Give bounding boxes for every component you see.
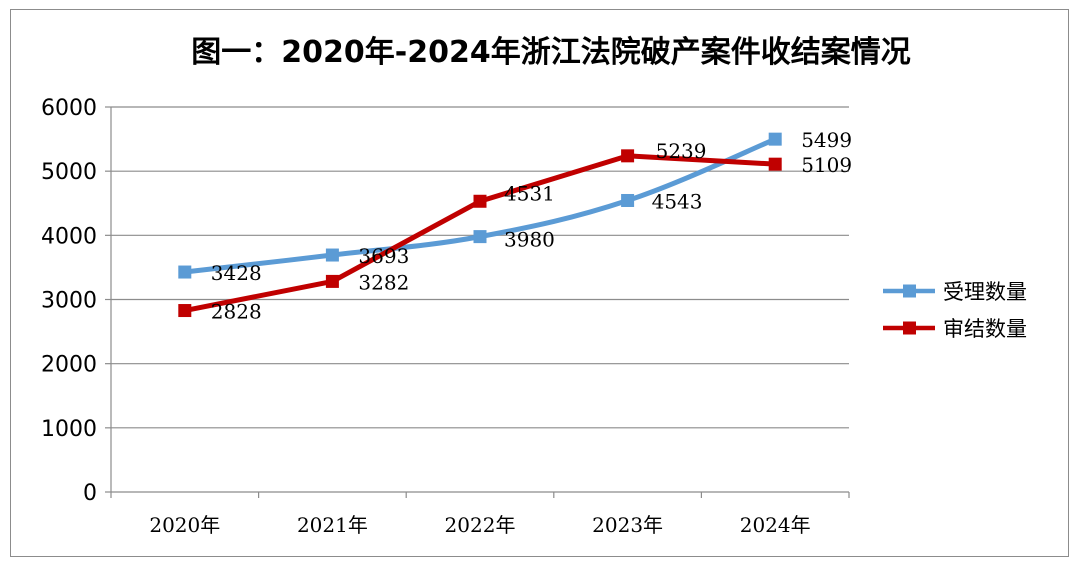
y-tick-label: 2000	[41, 353, 97, 378]
series-lines	[178, 132, 782, 318]
data-label: 3428	[211, 261, 262, 285]
data-label: 2828	[211, 300, 262, 324]
data-label: 3282	[358, 270, 409, 294]
y-tick-label: 6000	[41, 96, 97, 121]
data-label: 4543	[652, 189, 703, 213]
series-1-marker	[621, 193, 635, 207]
series-2-marker	[768, 157, 782, 171]
data-label: 5499	[801, 128, 852, 152]
data-label: 3980	[504, 228, 555, 252]
y-tick-label: 1000	[41, 417, 97, 442]
y-tick-label: 0	[83, 481, 97, 506]
legend-label: 受理数量	[943, 280, 1027, 304]
series-1-marker	[473, 230, 487, 244]
legend-swatch-marker	[903, 284, 916, 298]
series-2-marker	[621, 149, 635, 163]
x-tick-label: 2024年	[740, 513, 811, 537]
series-1-marker	[325, 248, 339, 262]
data-label: 4531	[504, 181, 555, 205]
data-labels: 3428 3693 3980 4543 5499 2828 3282 4531 5239 5109	[211, 128, 852, 323]
legend-swatch-marker	[903, 321, 916, 335]
data-label: 5109	[801, 153, 852, 177]
series-1-marker	[768, 132, 782, 146]
series-2-marker	[178, 304, 192, 318]
series-2-marker	[325, 274, 339, 288]
line-chart: 图一：2020年-2024年浙江法院破产案件收结案情况 0 1000 2000 300…	[41, 35, 1027, 537]
y-tick-label: 4000	[41, 224, 97, 249]
x-tick-label: 2023年	[592, 513, 663, 537]
y-tick-label: 5000	[41, 160, 97, 185]
x-tick-label: 2020年	[149, 513, 220, 537]
x-tick-label: 2021年	[297, 513, 368, 537]
x-tick-label: 2022年	[445, 513, 516, 537]
data-label: 3693	[358, 244, 409, 268]
legend-label: 审结数量	[943, 317, 1027, 341]
y-tick-label: 3000	[41, 289, 97, 314]
chart-frame: 图一：2020年-2024年浙江法院破产案件收结案情况 0 1000 2000 300…	[10, 9, 1069, 557]
chart-title: 图一：2020年-2024年浙江法院破产案件收结案情况	[191, 35, 910, 70]
series-1-marker	[178, 265, 192, 279]
axes: 0 1000 2000 3000 4000 5000 6000 2020年 2021年 2022年…	[41, 96, 850, 537]
data-label: 5239	[656, 139, 707, 163]
series-2-marker	[473, 194, 487, 208]
